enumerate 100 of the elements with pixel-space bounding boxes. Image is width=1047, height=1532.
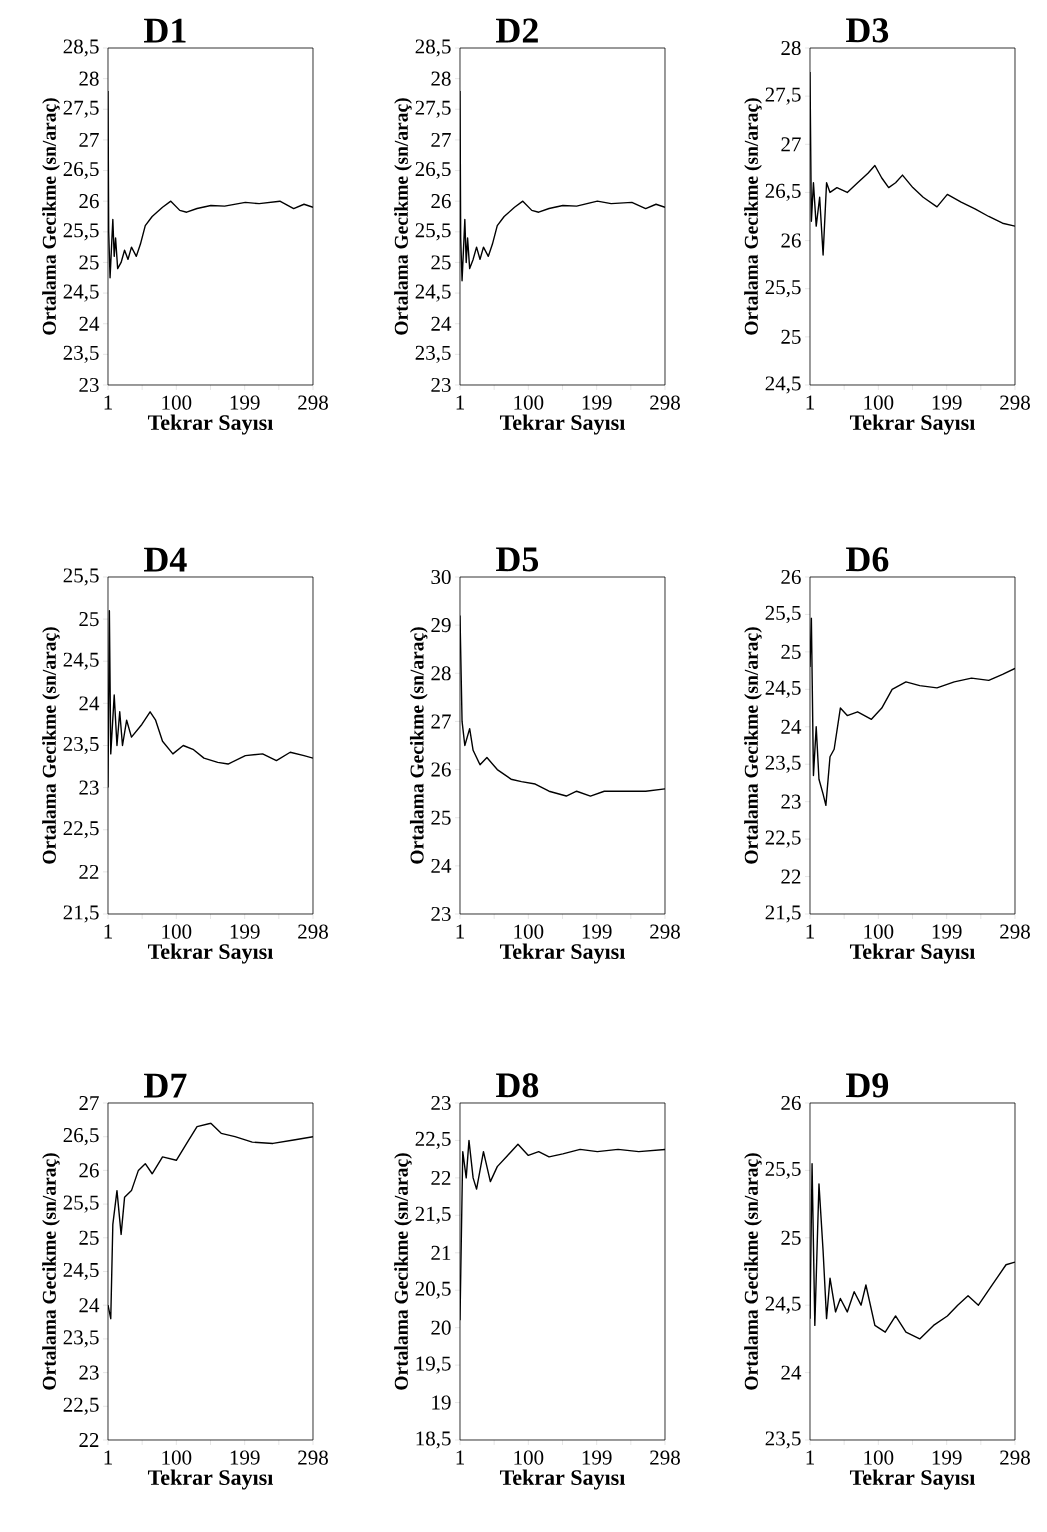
x-tick-label: 199	[932, 395, 962, 410]
x-axis-title: Tekrar Sayısı	[499, 414, 626, 435]
y-tick-label: 29	[431, 618, 451, 633]
y-tick-label: 25,5	[63, 223, 99, 241]
y-axis-title: Ortalama Gecikme (sn/araç)	[42, 1153, 60, 1390]
y-tick-label: 25,5	[765, 605, 801, 624]
x-tick-label: 298	[1000, 1450, 1030, 1465]
y-tick-label: 25,5	[765, 1161, 801, 1179]
y-tick-label: 21,5	[415, 1206, 451, 1224]
x-tick-label: 100	[162, 924, 192, 939]
y-axis-title: Ortalama Gecikme (sn/araç)	[394, 98, 412, 335]
y-tick-label: 25	[781, 329, 801, 344]
x-tick-label: 1	[104, 1450, 112, 1465]
y-tick-label: 23,5	[63, 736, 99, 755]
y-tick-label: 25	[431, 255, 451, 270]
y-tick-label: 20	[431, 1320, 451, 1335]
y-tick-label: 26	[781, 1095, 801, 1111]
y-tick-label: 26	[781, 569, 801, 585]
y-axis-title: Ortalama Gecikme (sn/araç)	[744, 98, 762, 335]
x-tick-label: 298	[298, 395, 328, 410]
y-tick-label: 19	[432, 1395, 451, 1410]
x-tick-label: 100	[162, 1450, 192, 1465]
chart-title: D9	[846, 1073, 889, 1098]
x-axis-title: Tekrar Sayısı	[147, 943, 274, 964]
x-tick-label: 199	[932, 1450, 962, 1465]
y-tick-label: 24	[781, 719, 802, 734]
y-tick-label: 24,5	[63, 652, 99, 670]
chart-title: D4	[144, 547, 187, 572]
y-tick-label: 27	[79, 1096, 99, 1110]
x-tick-label: 298	[298, 1450, 328, 1465]
x-axis-title: Tekrar Sayısı	[147, 1469, 274, 1490]
y-tick-label: 23	[79, 1365, 99, 1380]
y-tick-label: 27	[431, 132, 451, 147]
y-tick-label: 24	[79, 696, 100, 711]
y-tick-label: 25,5	[765, 280, 801, 298]
y-tick-label: 22	[431, 1170, 451, 1185]
y-tick-label: 22,5	[63, 1397, 99, 1415]
y-tick-label: 23,5	[415, 345, 451, 363]
y-tick-label: 24,5	[765, 680, 801, 698]
y-tick-label: 23	[431, 906, 451, 922]
y-tick-label: 23,5	[63, 345, 99, 363]
y-tick-label: 22,5	[765, 830, 801, 848]
y-tick-label: 24	[79, 1298, 100, 1313]
y-tick-label: 22,5	[415, 1131, 451, 1150]
chart-title: D2	[496, 18, 538, 43]
y-tick-label: 24,5	[63, 284, 99, 302]
y-axis-title: Ortalama Gecikme (sn/araç)	[42, 98, 60, 335]
y-axis-title: Ortalama Gecikme (sn/araç)	[744, 1153, 762, 1390]
y-tick-label: 26,5	[63, 1128, 99, 1146]
y-tick-label: 25	[781, 1230, 801, 1245]
x-tick-label: 298	[1000, 924, 1030, 939]
chart-title: D3	[846, 18, 889, 43]
x-tick-label: 298	[650, 1450, 680, 1465]
y-tick-label: 22	[79, 864, 99, 879]
y-tick-label: 24	[781, 1365, 802, 1380]
y-tick-label: 22	[781, 869, 801, 884]
y-tick-label: 23,5	[765, 1431, 801, 1449]
y-tick-label: 23	[431, 1095, 451, 1111]
x-tick-label: 1	[806, 395, 814, 410]
y-tick-label: 27	[431, 714, 451, 729]
y-tick-label: 26	[431, 194, 451, 209]
chart-title: D8	[496, 1073, 539, 1098]
y-axis-title: Ortalama Gecikme (sn/araç)	[409, 627, 428, 864]
x-tick-label: 100	[864, 1450, 894, 1465]
x-tick-label: 1	[806, 924, 814, 939]
x-tick-label: 199	[582, 395, 612, 410]
chart-title: D5	[496, 547, 539, 572]
y-tick-label: 23	[781, 794, 801, 809]
y-tick-label: 18,5	[416, 1431, 451, 1449]
y-tick-label: 21	[431, 1245, 451, 1260]
y-tick-label: 25	[79, 255, 99, 270]
y-tick-label: 24,5	[415, 284, 451, 302]
x-tick-label: 100	[514, 924, 544, 939]
y-tick-label: 21,5	[63, 905, 99, 923]
x-tick-label: 1	[806, 1450, 814, 1465]
y-tick-label: 25	[781, 644, 801, 659]
y-tick-label: 26,5	[63, 161, 99, 180]
y-tick-label: 24,5	[765, 1296, 801, 1314]
y-tick-label: 25	[79, 612, 99, 627]
y-tick-label: 26,5	[765, 183, 801, 201]
y-tick-label: 25	[431, 810, 451, 825]
y-tick-label: 27,5	[765, 87, 801, 105]
y-tick-label: 23,5	[63, 1330, 99, 1348]
x-tick-label: 100	[864, 924, 894, 939]
y-tick-label: 26	[431, 762, 451, 777]
x-tick-label: 1	[456, 924, 464, 939]
x-tick-label: 199	[582, 1450, 612, 1465]
chart-title: D6	[846, 547, 889, 572]
chart-title: D7	[144, 1073, 187, 1098]
x-tick-label: 100	[162, 395, 192, 410]
x-tick-label: 100	[864, 395, 894, 410]
y-tick-label: 23	[431, 377, 451, 393]
y-tick-label: 25	[79, 1230, 99, 1245]
x-tick-label: 298	[650, 395, 680, 410]
y-tick-label: 28	[781, 40, 801, 56]
x-tick-label: 1	[104, 395, 112, 410]
y-tick-label: 23	[79, 377, 99, 393]
y-tick-label: 27	[79, 132, 99, 147]
x-tick-label: 298	[650, 924, 680, 939]
y-tick-label: 24,5	[765, 376, 801, 394]
